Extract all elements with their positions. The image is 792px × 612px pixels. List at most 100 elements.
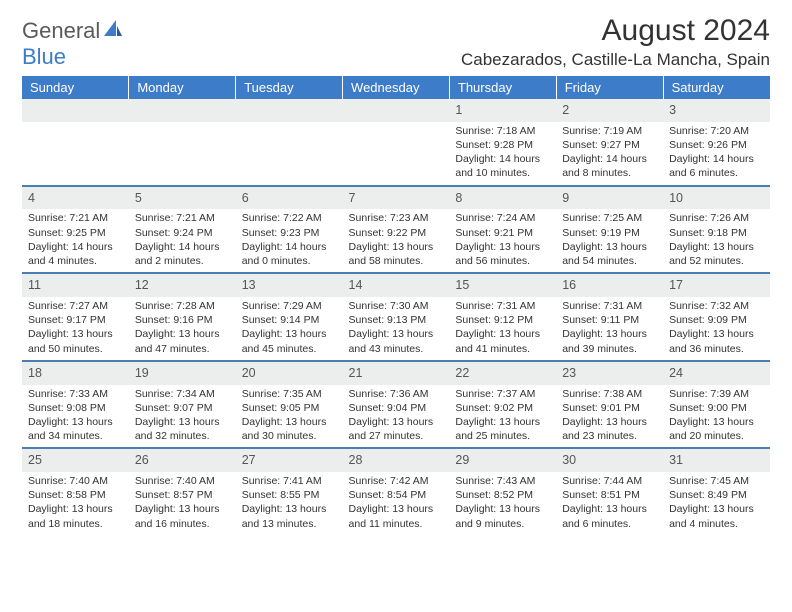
sunrise-line: Sunrise: 7:35 AM <box>242 387 337 401</box>
day-number-cell: 5 <box>129 186 236 210</box>
day-number: 15 <box>449 274 556 297</box>
day-number-cell: 4 <box>22 186 129 210</box>
weekday-header-row: SundayMondayTuesdayWednesdayThursdayFrid… <box>22 76 770 99</box>
daylight-line-1: Daylight: 13 hours <box>242 502 337 516</box>
day-number-cell <box>22 99 129 122</box>
daylight-line-1: Daylight: 13 hours <box>669 502 764 516</box>
week-daynum-row: 18192021222324 <box>22 361 770 385</box>
sunrise-line: Sunrise: 7:18 AM <box>455 124 550 138</box>
day-number-cell: 26 <box>129 448 236 472</box>
daylight-line-2: and 2 minutes. <box>135 254 230 268</box>
day-details: Sunrise: 7:37 AMSunset: 9:02 PMDaylight:… <box>455 385 550 444</box>
week-daynum-row: 11121314151617 <box>22 273 770 297</box>
daylight-line-1: Daylight: 13 hours <box>562 415 657 429</box>
day-number-cell: 21 <box>343 361 450 385</box>
day-number: 2 <box>556 99 663 122</box>
sunset-line: Sunset: 9:23 PM <box>242 226 337 240</box>
day-number: 8 <box>449 187 556 210</box>
daylight-line-2: and 27 minutes. <box>349 429 444 443</box>
day-details: Sunrise: 7:45 AMSunset: 8:49 PMDaylight:… <box>669 472 764 531</box>
logo-part2: Blue <box>22 44 66 69</box>
day-number-cell: 16 <box>556 273 663 297</box>
week-content-row: Sunrise: 7:21 AMSunset: 9:25 PMDaylight:… <box>22 209 770 273</box>
day-number-cell: 20 <box>236 361 343 385</box>
daylight-line-1: Daylight: 13 hours <box>669 240 764 254</box>
sunset-line: Sunset: 9:14 PM <box>242 313 337 327</box>
sunrise-line: Sunrise: 7:40 AM <box>135 474 230 488</box>
daylight-line-1: Daylight: 13 hours <box>28 327 123 341</box>
daylight-line-2: and 6 minutes. <box>669 166 764 180</box>
day-number-cell: 7 <box>343 186 450 210</box>
sunrise-line: Sunrise: 7:20 AM <box>669 124 764 138</box>
sunrise-line: Sunrise: 7:26 AM <box>669 211 764 225</box>
brand-logo: General Blue <box>22 14 124 70</box>
day-details: Sunrise: 7:44 AMSunset: 8:51 PMDaylight:… <box>562 472 657 531</box>
day-number-cell: 10 <box>663 186 770 210</box>
daylight-line-1: Daylight: 13 hours <box>669 415 764 429</box>
sunrise-line: Sunrise: 7:31 AM <box>455 299 550 313</box>
day-number-cell: 19 <box>129 361 236 385</box>
sunset-line: Sunset: 9:08 PM <box>28 401 123 415</box>
day-details: Sunrise: 7:34 AMSunset: 9:07 PMDaylight:… <box>135 385 230 444</box>
day-number-cell: 14 <box>343 273 450 297</box>
daylight-line-2: and 25 minutes. <box>455 429 550 443</box>
sunrise-line: Sunrise: 7:27 AM <box>28 299 123 313</box>
day-details: Sunrise: 7:19 AMSunset: 9:27 PMDaylight:… <box>562 122 657 181</box>
daylight-line-2: and 36 minutes. <box>669 342 764 356</box>
weekday-header: Thursday <box>449 76 556 99</box>
sunrise-line: Sunrise: 7:23 AM <box>349 211 444 225</box>
daylight-line-1: Daylight: 13 hours <box>349 415 444 429</box>
day-content-cell: Sunrise: 7:38 AMSunset: 9:01 PMDaylight:… <box>556 385 663 449</box>
daylight-line-2: and 58 minutes. <box>349 254 444 268</box>
sunset-line: Sunset: 8:54 PM <box>349 488 444 502</box>
day-number-cell: 3 <box>663 99 770 122</box>
day-content-cell: Sunrise: 7:44 AMSunset: 8:51 PMDaylight:… <box>556 472 663 535</box>
daylight-line-1: Daylight: 13 hours <box>562 240 657 254</box>
day-number: 9 <box>556 187 663 210</box>
daylight-line-2: and 54 minutes. <box>562 254 657 268</box>
day-number: 25 <box>22 449 129 472</box>
sunset-line: Sunset: 8:49 PM <box>669 488 764 502</box>
sunset-line: Sunset: 9:16 PM <box>135 313 230 327</box>
daylight-line-1: Daylight: 13 hours <box>455 327 550 341</box>
weekday-header: Friday <box>556 76 663 99</box>
week-content-row: Sunrise: 7:27 AMSunset: 9:17 PMDaylight:… <box>22 297 770 361</box>
day-details: Sunrise: 7:33 AMSunset: 9:08 PMDaylight:… <box>28 385 123 444</box>
sunrise-line: Sunrise: 7:32 AM <box>669 299 764 313</box>
day-details: Sunrise: 7:35 AMSunset: 9:05 PMDaylight:… <box>242 385 337 444</box>
sunset-line: Sunset: 9:00 PM <box>669 401 764 415</box>
day-number: 21 <box>343 362 450 385</box>
daylight-line-1: Daylight: 14 hours <box>669 152 764 166</box>
day-number-cell: 31 <box>663 448 770 472</box>
day-details: Sunrise: 7:32 AMSunset: 9:09 PMDaylight:… <box>669 297 764 356</box>
sunrise-line: Sunrise: 7:30 AM <box>349 299 444 313</box>
title-block: August 2024 Cabezarados, Castille-La Man… <box>461 14 770 70</box>
sunrise-line: Sunrise: 7:36 AM <box>349 387 444 401</box>
daylight-line-2: and 4 minutes. <box>28 254 123 268</box>
day-number: 23 <box>556 362 663 385</box>
daylight-line-2: and 6 minutes. <box>562 517 657 531</box>
day-content-cell: Sunrise: 7:40 AMSunset: 8:58 PMDaylight:… <box>22 472 129 535</box>
daylight-line-1: Daylight: 13 hours <box>242 327 337 341</box>
day-number: 24 <box>663 362 770 385</box>
daylight-line-2: and 9 minutes. <box>455 517 550 531</box>
sunset-line: Sunset: 8:55 PM <box>242 488 337 502</box>
day-number-cell: 11 <box>22 273 129 297</box>
day-content-cell: Sunrise: 7:21 AMSunset: 9:25 PMDaylight:… <box>22 209 129 273</box>
day-number-cell: 24 <box>663 361 770 385</box>
day-content-cell: Sunrise: 7:39 AMSunset: 9:00 PMDaylight:… <box>663 385 770 449</box>
daylight-line-2: and 16 minutes. <box>135 517 230 531</box>
day-content-cell: Sunrise: 7:45 AMSunset: 8:49 PMDaylight:… <box>663 472 770 535</box>
day-number-cell: 1 <box>449 99 556 122</box>
sunrise-line: Sunrise: 7:37 AM <box>455 387 550 401</box>
daylight-line-2: and 50 minutes. <box>28 342 123 356</box>
daylight-line-1: Daylight: 13 hours <box>455 502 550 516</box>
sunrise-line: Sunrise: 7:38 AM <box>562 387 657 401</box>
day-content-cell: Sunrise: 7:19 AMSunset: 9:27 PMDaylight:… <box>556 122 663 186</box>
logo-text: General Blue <box>22 18 124 70</box>
sunrise-line: Sunrise: 7:24 AM <box>455 211 550 225</box>
day-number: 13 <box>236 274 343 297</box>
daylight-line-2: and 30 minutes. <box>242 429 337 443</box>
daylight-line-1: Daylight: 13 hours <box>669 327 764 341</box>
sunrise-line: Sunrise: 7:43 AM <box>455 474 550 488</box>
